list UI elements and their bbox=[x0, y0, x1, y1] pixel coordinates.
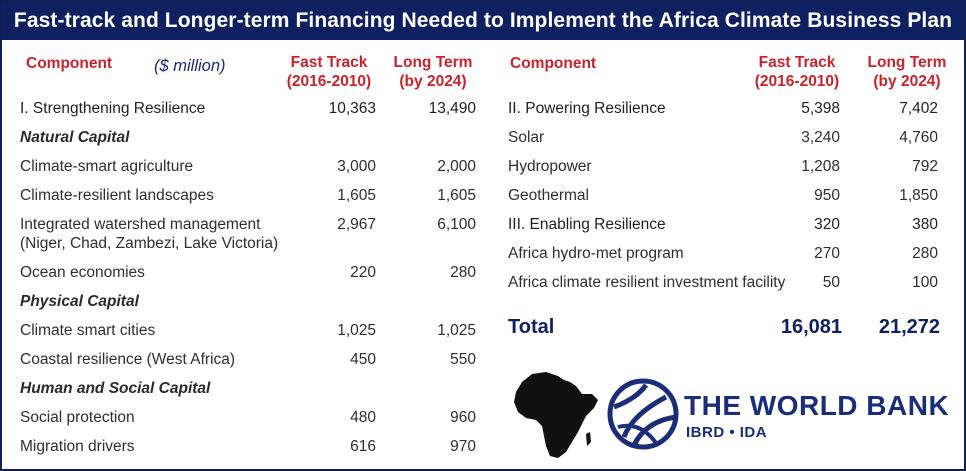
row-fast-track: 3,240 bbox=[801, 129, 840, 146]
row-label: Africa climate resilient investment faci… bbox=[508, 274, 786, 291]
row-label: I. Strengthening Resilience bbox=[20, 100, 206, 117]
row-label: Human and Social Capital bbox=[20, 380, 211, 397]
right-header-long-term-label: Long Term bbox=[867, 54, 947, 71]
row-label: Coastal resilience (West Africa) bbox=[20, 351, 236, 368]
row-label: III. Enabling Resilience bbox=[508, 216, 666, 233]
row-fast-track: 480 bbox=[350, 409, 376, 426]
row-label: Social protection bbox=[20, 409, 135, 426]
row-label: Climate-resilient landscapes bbox=[20, 187, 214, 204]
row-long-term: 1,025 bbox=[437, 322, 476, 339]
row-long-term: 280 bbox=[912, 245, 938, 262]
row-label: Physical Capital bbox=[20, 293, 139, 310]
row-fast-track: 1,208 bbox=[801, 158, 840, 175]
world-bank-globe-icon bbox=[607, 378, 679, 450]
row-fast-track: 2,967 bbox=[337, 216, 376, 233]
row-label: Solar bbox=[508, 129, 545, 146]
left-header-long-term-label: Long Term bbox=[393, 54, 473, 71]
row-long-term: 6,100 bbox=[437, 216, 476, 233]
row-fast-track: 950 bbox=[814, 187, 840, 204]
row-fast-track: 10,363 bbox=[328, 100, 376, 117]
row-long-term: 100 bbox=[912, 274, 938, 291]
row-fast-track: 1,025 bbox=[337, 322, 376, 339]
row-long-term: 792 bbox=[912, 158, 938, 175]
right-header-fast-track-years: (2016-2010) bbox=[754, 73, 840, 90]
row-label: Climate smart cities bbox=[20, 322, 156, 339]
page-title: Fast-track and Longer-term Financing Nee… bbox=[2, 2, 964, 40]
row-long-term: 970 bbox=[450, 438, 476, 455]
left-header-units: ($ million) bbox=[154, 57, 226, 75]
row-fast-track: 450 bbox=[350, 351, 376, 368]
right-header-fast-track-label: Fast Track bbox=[758, 54, 836, 71]
row-fast-track: 1,605 bbox=[337, 187, 376, 204]
row-fast-track: 616 bbox=[350, 438, 376, 455]
row-long-term: 550 bbox=[450, 351, 476, 368]
left-header-long-term: Long Term (by 2024) bbox=[388, 53, 478, 91]
row-fast-track: 3,000 bbox=[337, 158, 376, 175]
row-fast-track: 320 bbox=[814, 216, 840, 233]
row-long-term: 2,000 bbox=[437, 158, 476, 175]
left-header-component: Component bbox=[26, 55, 113, 72]
row-fast-track: 50 bbox=[822, 274, 840, 291]
row-long-term: 4,760 bbox=[899, 129, 938, 146]
row-label: Africa hydro-met program bbox=[508, 245, 684, 262]
row-long-term: 13,490 bbox=[428, 100, 476, 117]
total-fast-track: 16,081 bbox=[780, 316, 842, 338]
row-label: Hydropower bbox=[508, 158, 592, 175]
row-fast-track: 5,398 bbox=[801, 100, 840, 117]
row-label: Ocean economies bbox=[20, 264, 145, 281]
world-bank-logo-subtitle: IBRD • IDA bbox=[686, 424, 768, 441]
row-label: Integrated watershed management bbox=[20, 216, 261, 233]
right-header-fast-track: Fast Track (2016-2010) bbox=[752, 53, 842, 91]
row-label: Geothermal bbox=[508, 187, 589, 204]
row-long-term: 280 bbox=[450, 264, 476, 281]
row-long-term: 960 bbox=[450, 409, 476, 426]
row-label: II. Powering Resilience bbox=[508, 100, 666, 117]
right-header-component: Component bbox=[510, 55, 597, 72]
row-long-term: 1,850 bbox=[899, 187, 938, 204]
africa-map-icon bbox=[514, 372, 598, 458]
left-header-fast-track-label: Fast Track bbox=[290, 54, 368, 71]
total-label: Total bbox=[508, 316, 555, 338]
left-header-long-term-years: (by 2024) bbox=[399, 73, 467, 90]
right-header-long-term-years: (by 2024) bbox=[873, 73, 941, 90]
row-label: Natural Capital bbox=[20, 129, 130, 146]
total-long-term: 21,272 bbox=[878, 316, 940, 338]
right-header-long-term: Long Term (by 2024) bbox=[862, 53, 952, 91]
row-fast-track: 270 bbox=[814, 245, 840, 262]
row-fast-track: 220 bbox=[350, 264, 376, 281]
row-label: Migration drivers bbox=[20, 438, 135, 455]
world-bank-logo-text: THE WORLD BANK bbox=[684, 390, 950, 421]
row-label: Climate-smart agriculture bbox=[20, 158, 194, 175]
left-header-fast-track-years: (2016-2010) bbox=[286, 73, 372, 90]
row-label-continued: (Niger, Chad, Zambezi, Lake Victoria) bbox=[20, 235, 279, 252]
left-header-fast-track: Fast Track (2016-2010) bbox=[284, 53, 374, 91]
row-long-term: 380 bbox=[912, 216, 938, 233]
row-long-term: 7,402 bbox=[899, 100, 938, 117]
row-long-term: 1,605 bbox=[437, 187, 476, 204]
